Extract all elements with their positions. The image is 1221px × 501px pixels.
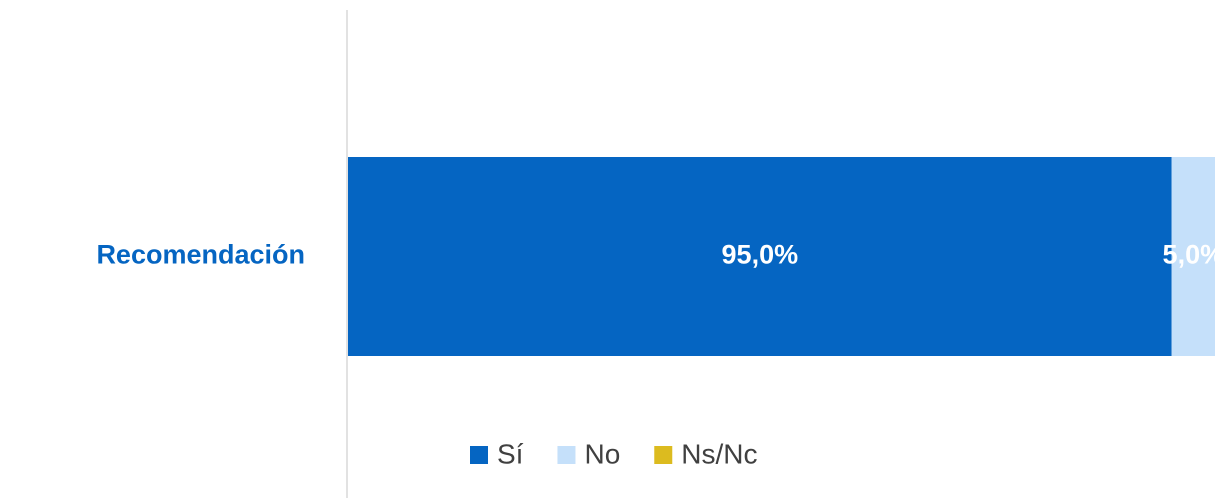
category-label: Recomendación — [96, 240, 305, 270]
bar-segment — [348, 157, 1172, 356]
legend-label: No — [584, 438, 620, 469]
bar-segment — [1171, 157, 1215, 356]
legend-swatch — [654, 446, 673, 464]
value-label: 5,0% — [1163, 240, 1221, 270]
legend-label: Ns/Nc — [681, 438, 757, 469]
value-label: 95,0% — [722, 240, 799, 270]
legend-swatch — [470, 446, 488, 464]
legend-label: Sí — [497, 438, 524, 469]
legend-swatch — [557, 446, 576, 464]
